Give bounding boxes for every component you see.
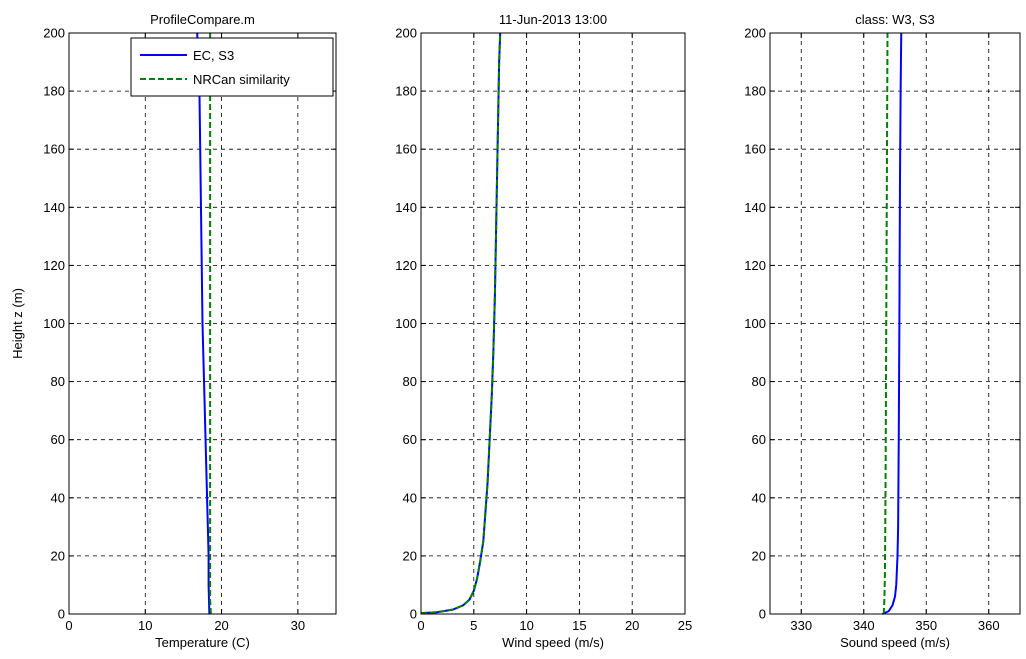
y-tick-label: 140: [43, 200, 65, 215]
x-tick-label: 30: [291, 618, 305, 633]
x-tick-label: 0: [65, 618, 72, 633]
y-tick-label: 100: [744, 316, 766, 331]
x-tick-label: 10: [519, 618, 533, 633]
y-tick-label: 60: [752, 432, 766, 447]
legend-entry: EC, S3: [193, 48, 234, 63]
series-line-2: [882, 32, 889, 615]
y-tick-label: 160: [43, 142, 65, 157]
y-tick-label: 80: [403, 374, 417, 389]
y-tick-label: 140: [395, 200, 417, 215]
y-tick-label: 160: [395, 142, 417, 157]
x-tick-label: 360: [978, 618, 1000, 633]
y-tick-label: 180: [744, 84, 766, 99]
y-tick-label: 200: [43, 26, 65, 41]
y-tick-label: 80: [752, 374, 766, 389]
y-tick-label: 200: [744, 26, 766, 41]
x-tick-label: 330: [790, 618, 812, 633]
y-tick-label: 0: [759, 607, 766, 622]
y-tick-label: 20: [752, 548, 766, 563]
legend-box: [130, 37, 334, 97]
x-tick-label: 25: [678, 618, 692, 633]
x-axis-label: Wind speed (m/s): [502, 635, 604, 650]
x-tick-label: 350: [915, 618, 937, 633]
y-tick-label: 200: [395, 26, 417, 41]
y-tick-label: 20: [51, 548, 65, 563]
axes-frame: [769, 32, 1021, 615]
x-tick-label: 340: [853, 618, 875, 633]
subplot-2: 0 5 10 15 20 25 0 20 40 60 80 100 120 140 160 180 200 11-…: [395, 12, 692, 650]
y-tick-label: 60: [51, 432, 65, 447]
y-tick-label: 40: [752, 490, 766, 505]
y-tick-label: 100: [395, 316, 417, 331]
y-tick-label: 0: [410, 607, 417, 622]
x-tick-label: 15: [572, 618, 586, 633]
legend-entry: NRCan similarity: [193, 72, 290, 87]
y-tick-label: 160: [744, 142, 766, 157]
series-line-2: [420, 32, 502, 615]
axes-frame: [420, 32, 686, 615]
x-tick-label: 10: [138, 618, 152, 633]
y-tick-label: 140: [744, 200, 766, 215]
chart-title: class: W3, S3: [855, 12, 934, 27]
y-tick-label: 80: [51, 374, 65, 389]
y-tick-label: 20: [403, 548, 417, 563]
chart-title: ProfileCompare.m: [150, 12, 255, 27]
y-tick-label: 180: [395, 84, 417, 99]
y-tick-label: 120: [43, 258, 65, 273]
series-line-ec-s3: [196, 32, 211, 615]
y-tick-label: 120: [395, 258, 417, 273]
y-tick-label: 120: [744, 258, 766, 273]
series-line-nrcan-similarity: [209, 33, 212, 615]
x-tick-label: 20: [625, 618, 639, 633]
legend: EC, S3 NRCan similarity: [130, 37, 334, 97]
x-axis-label: Sound speed (m/s): [840, 635, 950, 650]
subplot-3: 330 340 350 360 0 20 40 60 80 100 120 140 160 180 200 c…: [744, 12, 1021, 650]
y-tick-label: 180: [43, 84, 65, 99]
x-tick-label: 5: [470, 618, 477, 633]
y-tick-label: 40: [403, 490, 417, 505]
y-tick-label: 100: [43, 316, 65, 331]
x-tick-label: 0: [417, 618, 424, 633]
x-axis-label: Temperature (C): [155, 635, 250, 650]
x-tick-label: 20: [214, 618, 228, 633]
axes-background: [770, 33, 1020, 614]
series-line-1: [882, 32, 903, 615]
y-tick-label: 0: [58, 607, 65, 622]
y-tick-label: 40: [51, 490, 65, 505]
y-axis-label: Height z (m): [10, 288, 25, 359]
chart-title: 11-Jun-2013 13:00: [499, 12, 607, 27]
axes-frame: [68, 32, 337, 615]
y-tick-label: 60: [403, 432, 417, 447]
subplot-1: 0 10 20 30 0 20 40 60 80 100 120 140 160 180 200 Profil…: [10, 12, 337, 650]
